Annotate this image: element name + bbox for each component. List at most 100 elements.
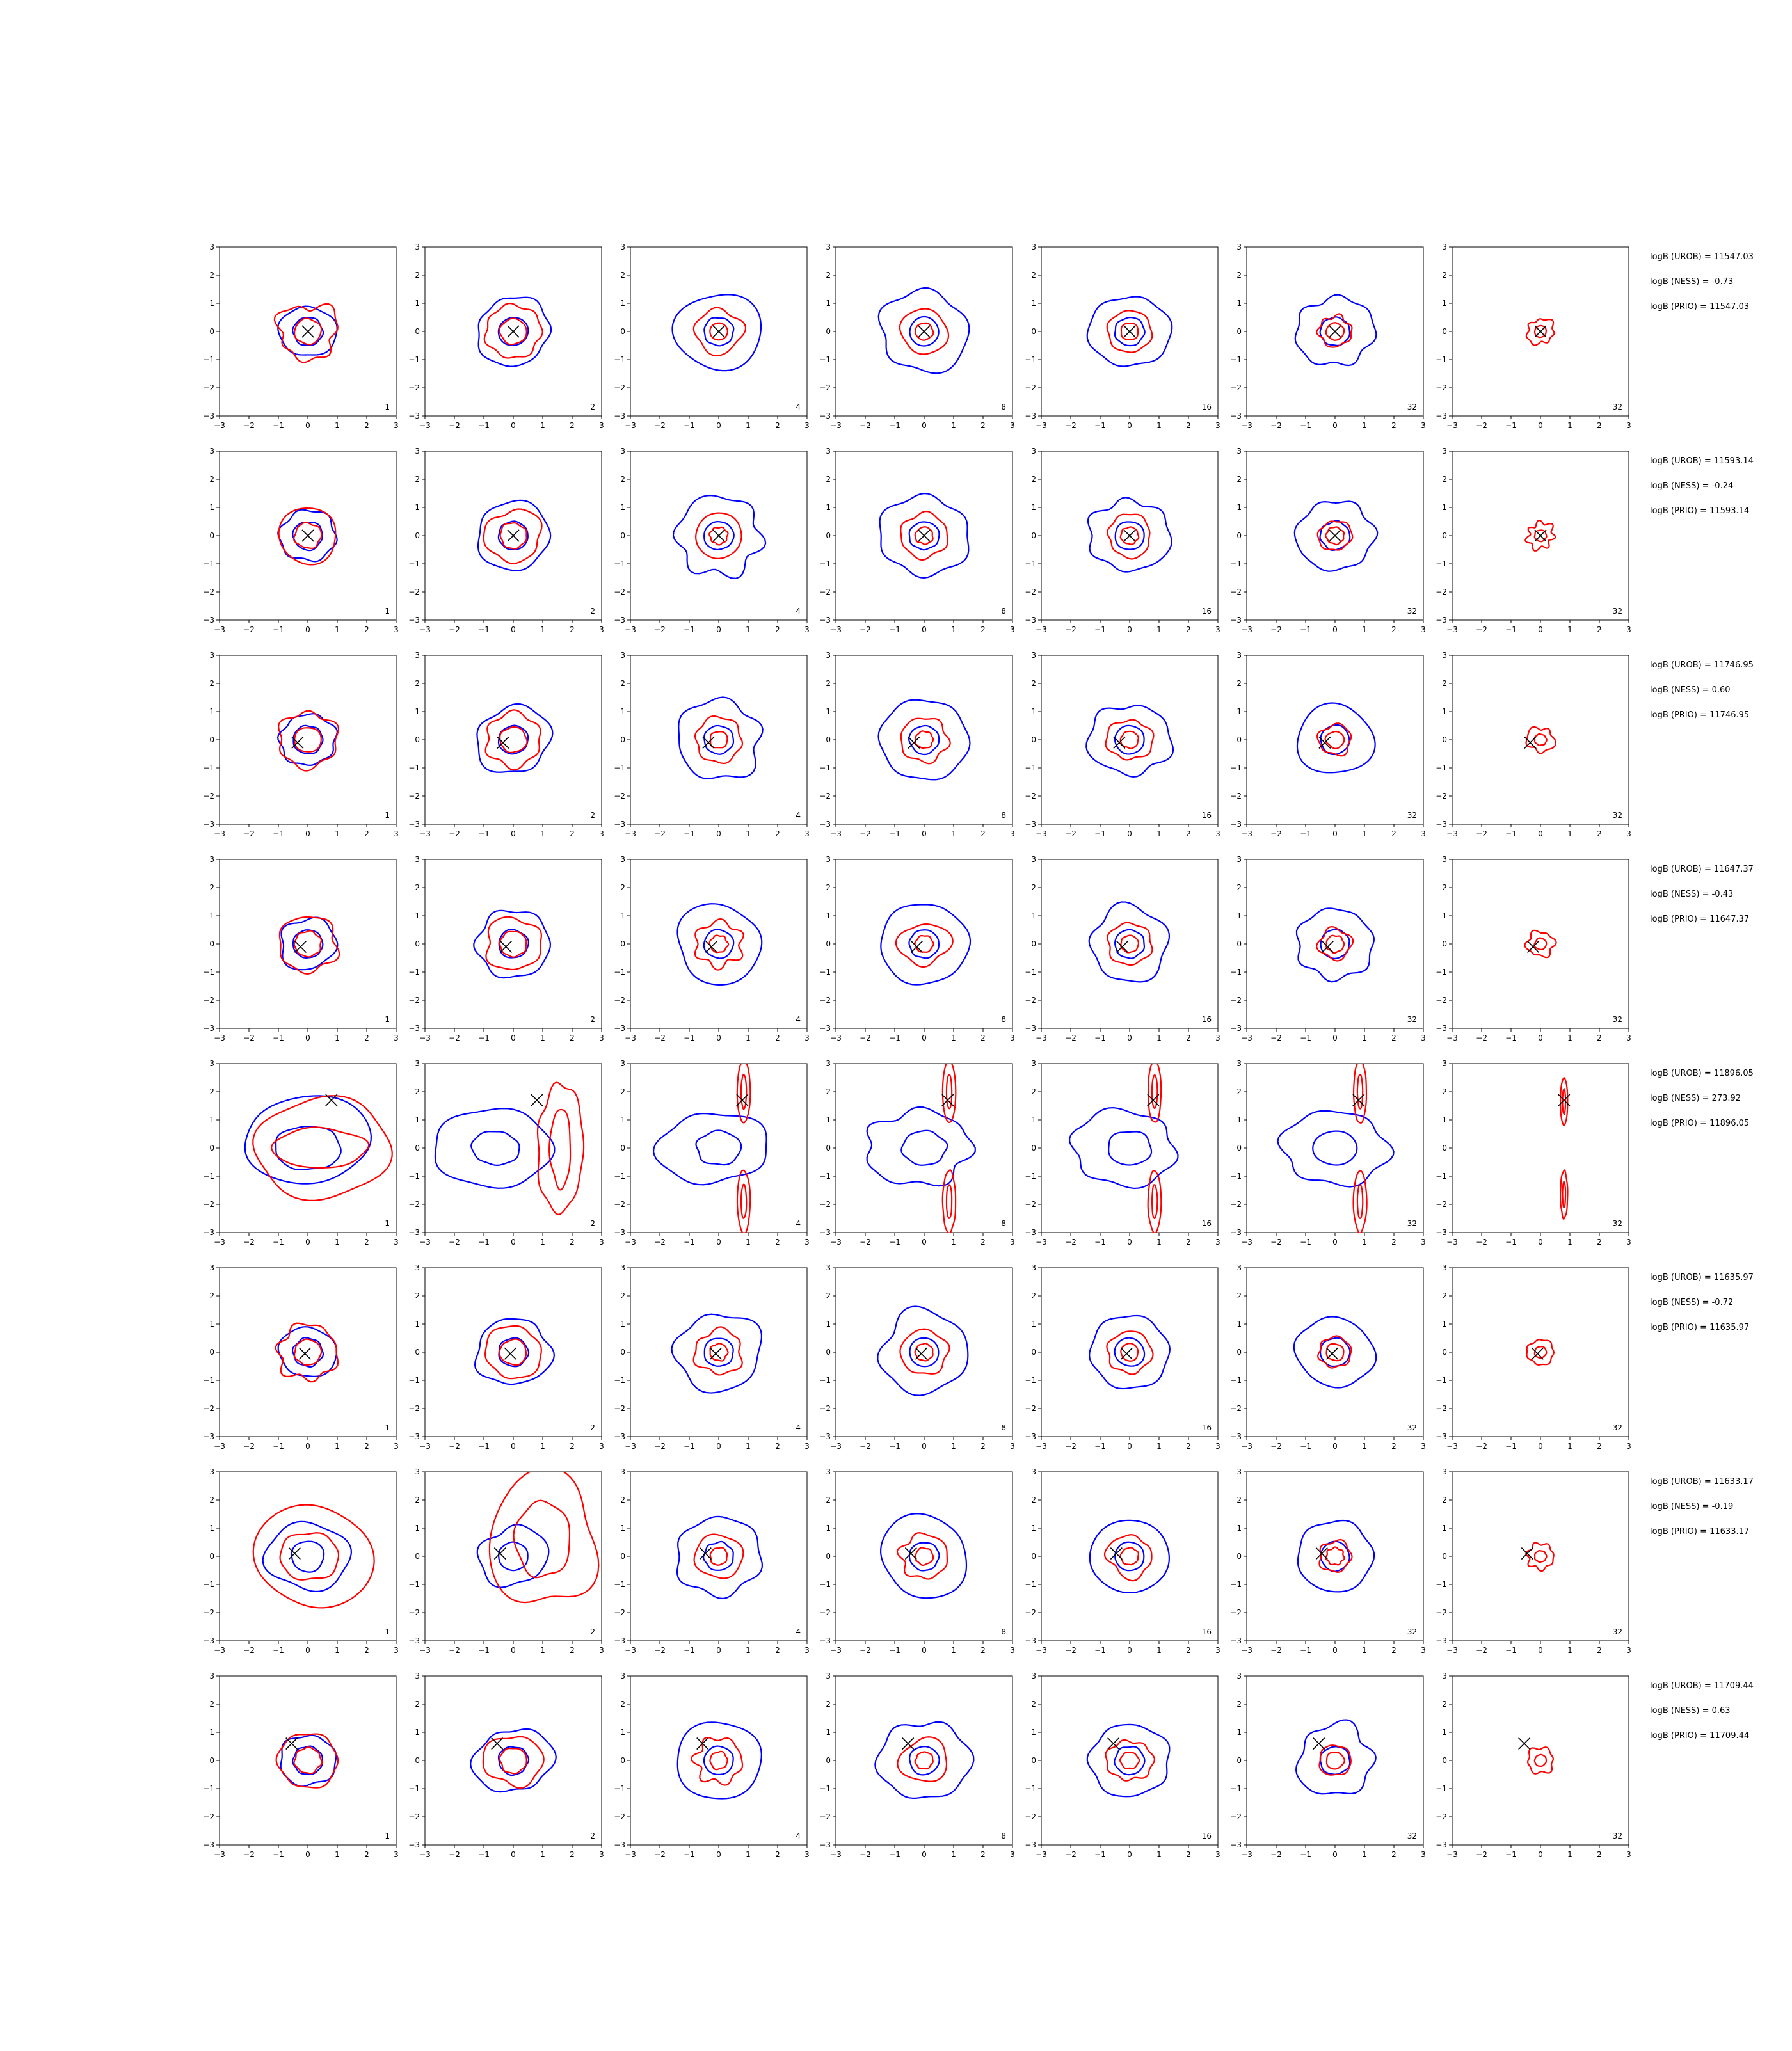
x-tick-label: 2 [1391,829,1396,838]
y-tick-label: 2 [1236,1291,1242,1300]
estimate-inner-contour [1533,1753,1548,1767]
x-tick-label: −1 [1094,1033,1106,1042]
axes-frame [1041,1471,1219,1641]
x-tick-label: 2 [1186,1442,1191,1451]
reference-outer-contour [874,1721,975,1800]
x-tick-label: 3 [599,1442,604,1451]
x-tick-label: 3 [1626,625,1631,634]
y-tick-label: 1 [826,299,831,308]
reference-inner-contour [703,1337,734,1367]
estimate-inner-contour [709,322,728,341]
axes-frame [219,859,397,1029]
y-tick-label: 2 [1236,475,1242,484]
x-tick-label: 0 [922,829,927,838]
x-tick-label: −3 [214,625,225,634]
x-tick-label: 2 [1391,1646,1396,1655]
panel-r0-c6: −3−3 −2 −2 −1 −1 0 0 1 1 2 2 3 3 32 [1436,243,1631,430]
x-tick-label: 0 [305,829,310,838]
panel-r7-c1: −3−3 −2 −2 −1 −1 0 0 1 1 2 2 3 3 2 [408,1672,604,1859]
x-tick-label: −1 [478,1442,490,1451]
x-tick-label: −2 [449,625,460,634]
y-tick-label: 0 [1031,1756,1036,1765]
reference-inner-contour [1114,724,1145,755]
x-tick-label: 1 [540,1238,545,1247]
x-tick-label: 2 [1391,1442,1396,1451]
x-tick-label: 3 [1421,421,1426,430]
y-tick-label: 2 [826,475,831,484]
y-tick-label: −2 [819,1608,831,1617]
panel-column-label: 8 [1001,811,1006,820]
estimate-inner-contour [915,322,934,341]
panel-column-label: 4 [796,1219,801,1228]
reference-outer-contour [1088,901,1170,983]
x-tick-label: −2 [1476,1850,1487,1859]
x-tick-label: 2 [775,1850,780,1859]
x-tick-label: −1 [1505,1646,1517,1655]
x-tick-label: −3 [830,1442,842,1451]
y-tick-label: 3 [1236,1059,1242,1068]
y-tick-label: −2 [614,383,625,392]
panel-r2-c5: −3−3 −2 −2 −1 −1 0 0 1 1 2 2 3 3 32 [1230,651,1426,838]
x-tick-label: 2 [1186,1033,1191,1042]
y-tick-label: 0 [1236,939,1242,948]
x-tick-label: 3 [1010,829,1015,838]
x-tick-label: 3 [1626,829,1631,838]
true-location-marker [1329,325,1341,338]
reference-outer-contour [877,287,970,374]
estimate-inner-contour [1324,730,1345,749]
panel-column-label: 32 [1613,1832,1622,1840]
x-tick-label: 1 [335,421,340,430]
x-tick-label: 1 [540,1850,545,1859]
x-tick-label: 2 [364,1238,369,1247]
reference-inner-contour [1114,1541,1145,1572]
panel-r5-c2: −3−3 −2 −2 −1 −1 0 0 1 1 2 2 3 3 4 [614,1263,810,1451]
y-tick-label: −3 [408,1636,420,1645]
y-tick-label: −1 [1230,1784,1242,1793]
x-tick-label: 3 [599,421,604,430]
x-tick-label: 0 [1332,421,1338,430]
reference-inner-contour [703,317,735,347]
panel-r5-c4: −3−3 −2 −2 −1 −1 0 0 1 1 2 2 3 3 16 [1025,1263,1220,1451]
x-tick-label: 0 [1538,1442,1543,1451]
x-tick-label: −3 [419,1646,431,1655]
x-tick-label: 0 [305,1850,310,1859]
x-tick-label: 0 [1538,625,1543,634]
y-tick-label: −3 [614,616,625,625]
x-tick-label: −2 [243,1442,255,1451]
true-location-marker [301,529,314,542]
y-tick-label: −2 [1025,1404,1036,1413]
estimate-outer-contour [1525,726,1557,754]
estimate-upper-contour [1352,1064,1368,1124]
x-tick-label: −3 [625,421,636,430]
y-tick-label: 1 [620,1524,625,1533]
reference-inner-contour [908,1542,940,1572]
logb-stat: logB (PRIO) = 11593.14 [1650,506,1750,516]
x-tick-label: 1 [1567,1033,1572,1042]
x-tick-label: 3 [1215,1442,1220,1451]
y-tick-label: 1 [1442,1728,1447,1737]
true-location-marker [1352,1094,1365,1106]
x-tick-label: −3 [419,1850,431,1859]
y-tick-label: 3 [1031,855,1036,864]
y-tick-label: −3 [819,1228,831,1237]
y-tick-label: −1 [203,1784,214,1793]
x-tick-label: 0 [1332,829,1338,838]
x-tick-label: 3 [1626,1238,1631,1247]
y-tick-label: 1 [620,299,625,308]
reference-inner-contour [497,1746,530,1776]
y-tick-label: −1 [1025,1172,1036,1181]
y-tick-label: 3 [1442,243,1447,251]
x-tick-label: −3 [214,1442,225,1451]
estimate-outer-contour [694,715,744,765]
panel-column-label: 32 [1407,1627,1417,1636]
axes-frame [1246,859,1424,1029]
x-tick-label: −2 [1270,421,1282,430]
x-tick-label: −1 [684,625,695,634]
panel-r4-c4: −3−3 −2 −2 −1 −1 0 0 1 1 2 2 3 3 16 [1025,1059,1220,1247]
y-tick-label: 0 [1031,939,1036,948]
x-tick-label: 0 [305,421,310,430]
x-tick-label: 2 [980,1442,986,1451]
y-tick-label: −1 [819,559,831,568]
x-tick-label: −3 [830,1646,842,1655]
x-tick-label: 2 [364,421,369,430]
